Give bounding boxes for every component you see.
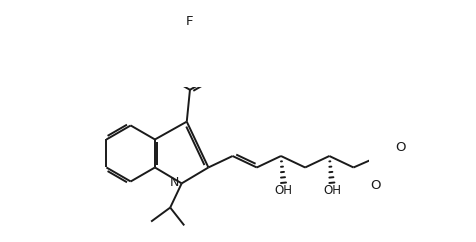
Text: O: O — [369, 179, 380, 192]
Text: OH: OH — [322, 184, 340, 197]
Text: N: N — [169, 176, 179, 189]
Text: OH: OH — [274, 184, 292, 197]
Text: O: O — [395, 141, 405, 154]
Text: F: F — [186, 15, 193, 28]
